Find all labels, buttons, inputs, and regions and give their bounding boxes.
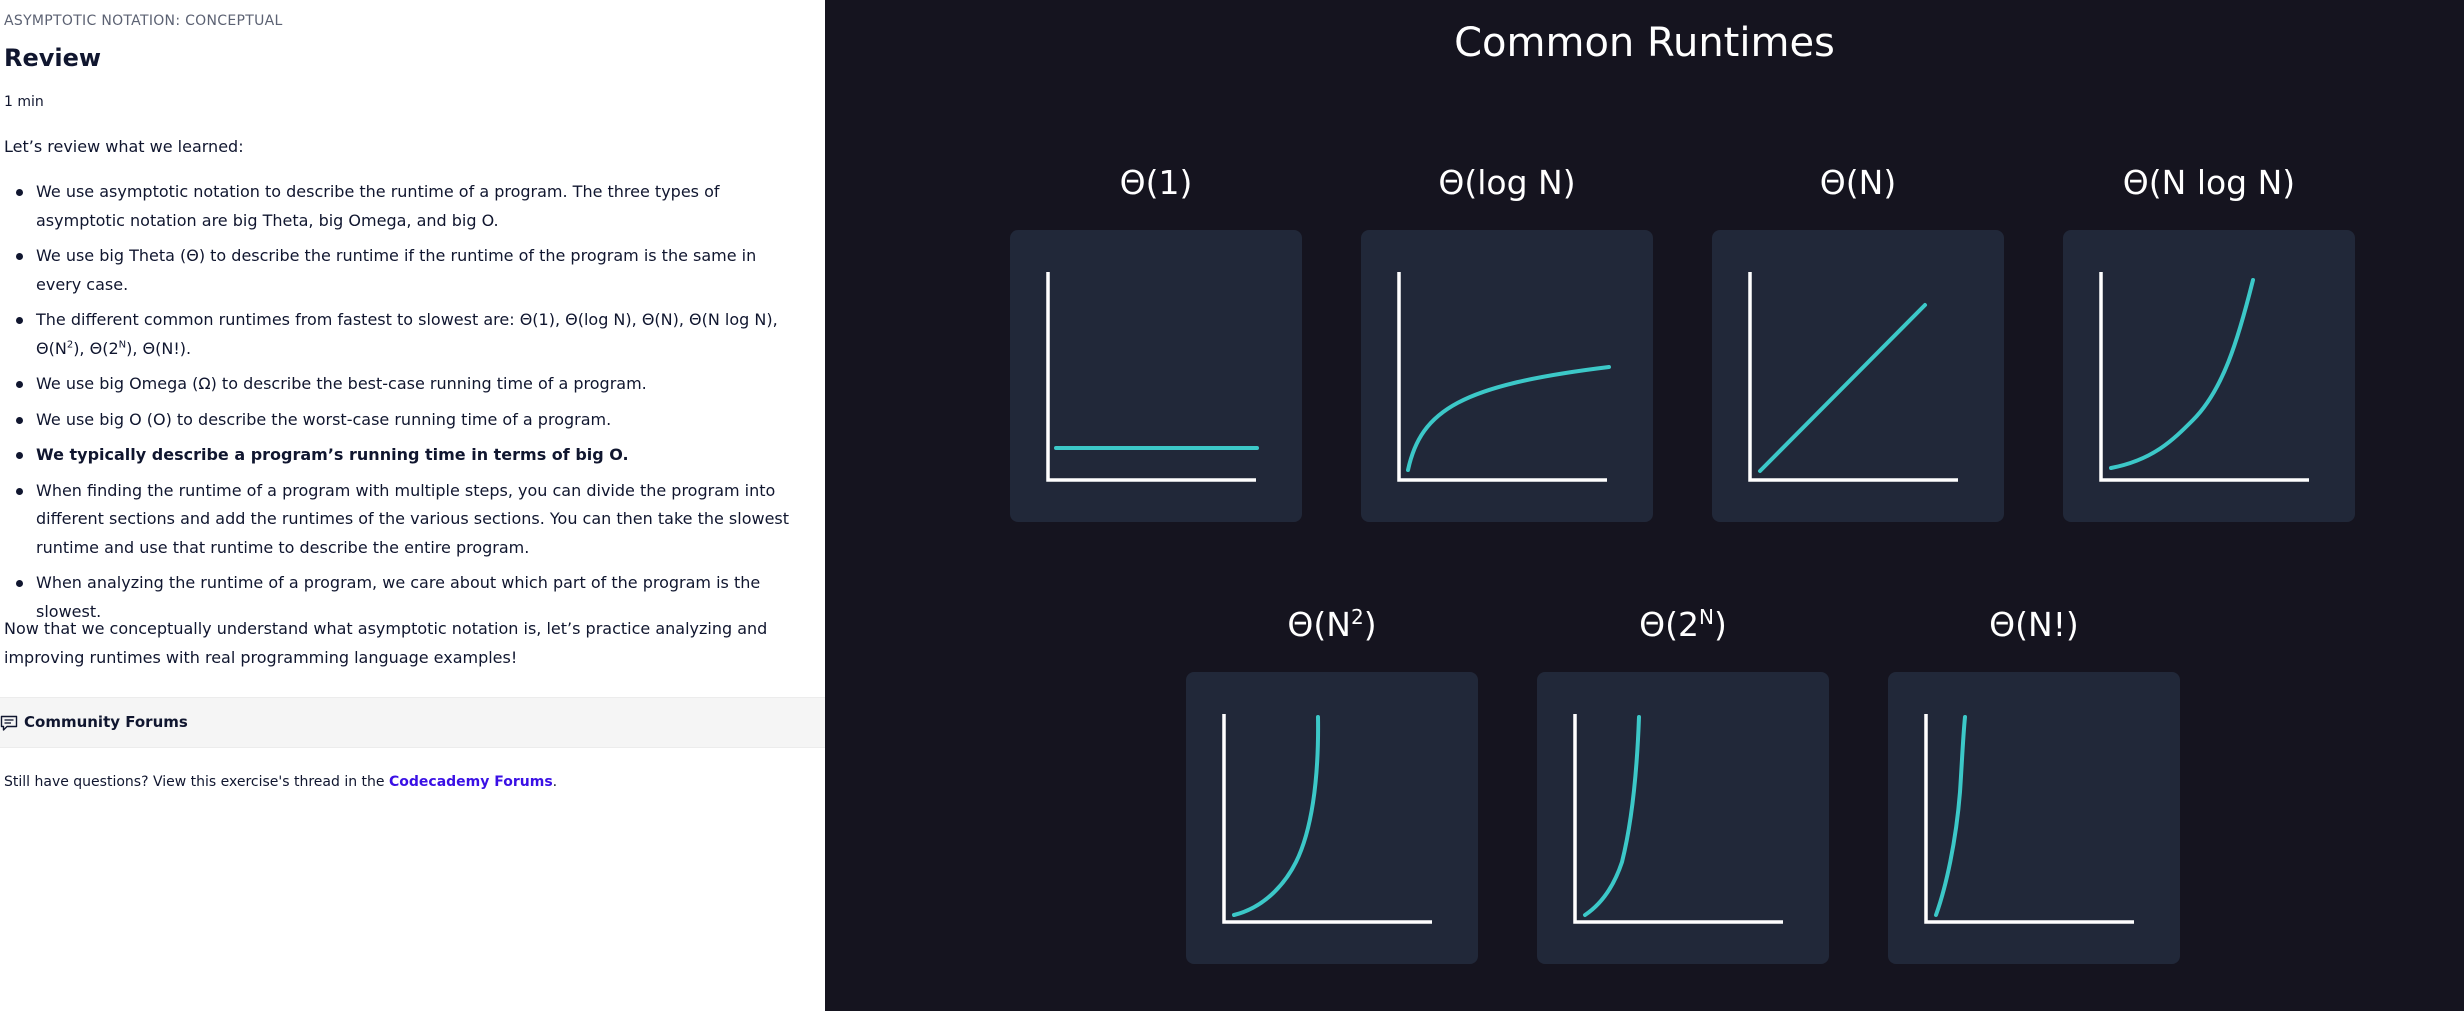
graph-axes xyxy=(2099,272,2309,482)
diagram-panel: Common Runtimes Θ(1) Θ(log N) Θ(N) Θ(N l… xyxy=(825,0,2464,1011)
log-curve xyxy=(1406,365,1611,472)
runtime-card-exponential xyxy=(1537,672,1829,964)
quadratic-runtime-graph xyxy=(1222,714,1432,924)
bullet-icon xyxy=(16,487,23,495)
review-list: We use asymptotic notation to describe t… xyxy=(4,178,794,633)
review-item: We use asymptotic notation to describe t… xyxy=(4,178,794,235)
bullet-icon xyxy=(16,317,23,324)
lesson-category: ASYMPTOTIC NOTATION: CONCEPTUAL xyxy=(4,13,283,29)
bullet-icon xyxy=(16,253,23,260)
review-item: The different common runtimes from faste… xyxy=(4,306,794,363)
nlogn-curve xyxy=(2109,278,2255,470)
lesson-title: Review xyxy=(4,44,102,72)
review-item: We use big O (O) to describe the worst-c… xyxy=(4,406,794,435)
exponential-runtime-graph xyxy=(1573,714,1783,924)
exponential-curve xyxy=(1583,715,1641,917)
bullet-icon xyxy=(16,416,23,424)
graph-axes xyxy=(1748,272,1958,482)
lesson-intro: Let’s review what we learned: xyxy=(4,137,244,156)
quadratic-curve xyxy=(1232,715,1321,917)
review-item: We typically describe a program’s runnin… xyxy=(4,441,794,470)
factorial-runtime-graph xyxy=(1924,714,2134,924)
review-item: We use big Omega (Ω) to describe the bes… xyxy=(4,370,794,399)
runtime-card-constant xyxy=(1010,230,1302,522)
graph-axes xyxy=(1222,714,1432,924)
runtime-label-nlogn: Θ(N log N) xyxy=(2122,163,2296,202)
community-forums-label: Community Forums xyxy=(24,713,188,731)
review-item: We use big Theta (Θ) to describe the run… xyxy=(4,242,794,299)
linear-curve xyxy=(1758,303,1927,473)
forums-question: Still have questions? View this exercise… xyxy=(4,774,558,790)
review-item: When finding the runtime of a program wi… xyxy=(4,477,794,563)
chat-bubble-icon xyxy=(0,715,18,731)
factorial-curve xyxy=(1934,715,1967,917)
runtime-card-factorial xyxy=(1888,672,2180,964)
linear-runtime-graph xyxy=(1748,272,1958,482)
nlogn-runtime-graph xyxy=(2099,272,2309,482)
graph-axes xyxy=(1924,714,2134,924)
runtime-card-linear xyxy=(1712,230,2004,522)
runtime-label-constant: Θ(1) xyxy=(1119,163,1193,202)
runtime-label-factorial: Θ(N!) xyxy=(1989,605,2079,644)
graph-axes xyxy=(1573,714,1783,924)
bullet-icon xyxy=(16,452,23,459)
log-runtime-graph xyxy=(1397,272,1611,482)
lesson-panel: ASYMPTOTIC NOTATION: CONCEPTUAL Review 1… xyxy=(0,0,825,1011)
graph-axes xyxy=(1046,272,1256,482)
bullet-icon xyxy=(16,381,23,388)
diagram-title: Common Runtimes xyxy=(1454,20,1835,66)
runtime-label-linear: Θ(N) xyxy=(1819,163,1897,202)
runtime-label-exponential: Θ(2N) xyxy=(1639,605,1727,644)
review-item: When analyzing the runtime of a program,… xyxy=(4,569,794,626)
codecademy-forums-link[interactable]: Codecademy Forums xyxy=(388,774,553,790)
bullet-icon xyxy=(16,580,23,587)
runtime-card-log xyxy=(1361,230,1653,522)
runtime-label-quadratic: Θ(N2) xyxy=(1287,605,1377,644)
runtime-card-quadratic xyxy=(1186,672,1478,964)
lesson-duration: 1 min xyxy=(4,94,44,110)
bullet-icon xyxy=(16,189,23,196)
lesson-outro: Now that we conceptually understand what… xyxy=(4,619,768,667)
runtime-card-nlogn xyxy=(2063,230,2355,522)
constant-runtime-graph xyxy=(1046,272,1259,482)
community-forums-header[interactable]: Community Forums xyxy=(0,697,825,748)
runtime-label-log: Θ(log N) xyxy=(1438,163,1576,202)
graph-axes xyxy=(1397,272,1607,482)
